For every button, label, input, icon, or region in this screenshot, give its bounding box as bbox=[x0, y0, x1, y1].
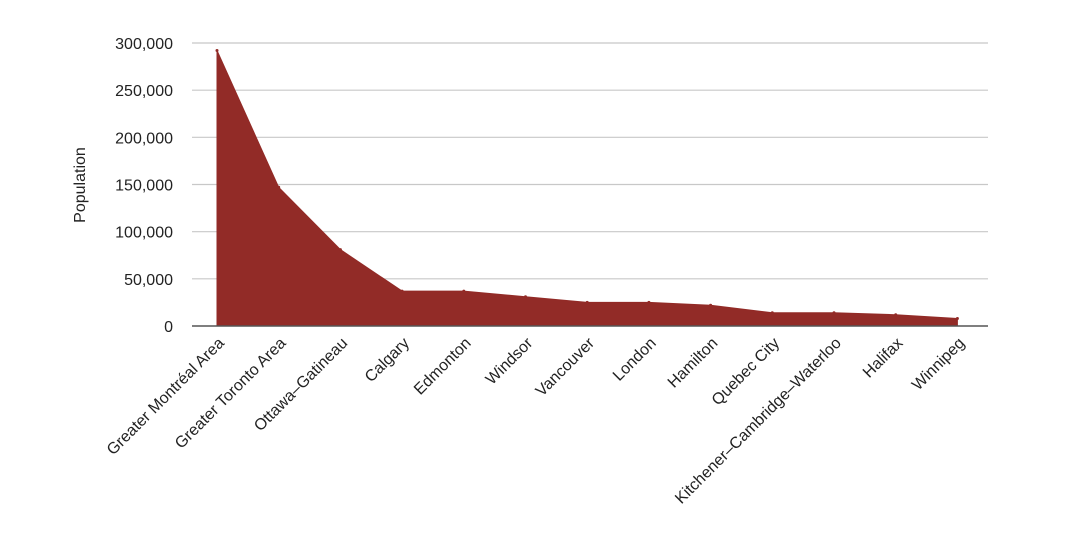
data-point bbox=[894, 313, 898, 317]
y-tick-label: 150,000 bbox=[115, 178, 173, 195]
data-point bbox=[832, 311, 836, 315]
data-point bbox=[215, 49, 219, 52]
y-tick-label: 300,000 bbox=[115, 36, 173, 53]
data-point bbox=[647, 300, 651, 304]
x-tick-label: Edmonton bbox=[411, 335, 475, 399]
data-point bbox=[770, 311, 774, 315]
gridlines bbox=[192, 42, 988, 280]
y-tick-label: 50,000 bbox=[124, 272, 173, 289]
x-tick-label: Vancouver bbox=[533, 334, 599, 400]
x-tick-label: Greater Montréal Area bbox=[104, 335, 228, 459]
y-tick-label: 250,000 bbox=[115, 83, 173, 100]
data-point bbox=[338, 248, 342, 252]
series bbox=[215, 49, 959, 327]
x-tick-label: Halifax bbox=[860, 335, 907, 382]
x-tick-label: Winnipeg bbox=[909, 335, 968, 394]
data-point bbox=[585, 300, 589, 304]
data-point bbox=[709, 303, 713, 307]
x-tick-label: Hamilton bbox=[665, 335, 722, 392]
area-series bbox=[216, 50, 958, 327]
data-point bbox=[462, 289, 466, 293]
x-tick-label: Greater Toronto Area bbox=[172, 335, 290, 453]
y-tick-label: 0 bbox=[164, 319, 173, 336]
y-tick-label: 100,000 bbox=[115, 225, 173, 242]
data-point bbox=[524, 295, 527, 299]
y-tick-label: 200,000 bbox=[115, 130, 173, 147]
data-point bbox=[955, 317, 959, 320]
x-tick-label: London bbox=[610, 335, 660, 385]
data-point bbox=[277, 185, 281, 189]
y-axis-title: Population bbox=[72, 147, 89, 223]
x-tick-label: Calgary bbox=[362, 335, 413, 386]
x-tick-label: Windsor bbox=[483, 334, 537, 388]
y-tick-labels: 0 50,000 100,000 150,000 200,000 250,000 300,0… bbox=[115, 36, 173, 336]
data-point bbox=[400, 289, 404, 293]
